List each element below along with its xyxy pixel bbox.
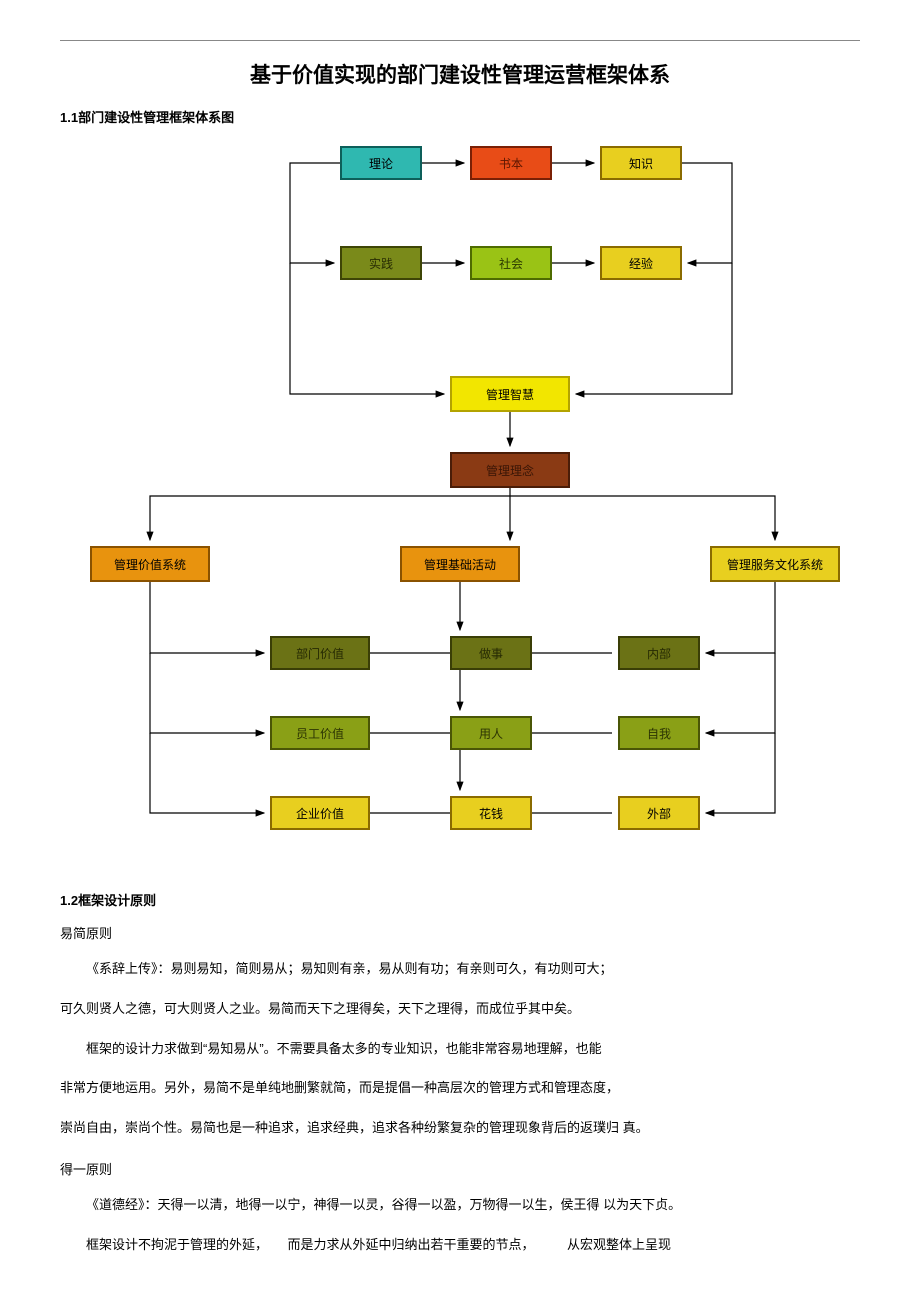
section-2-heading: 1.2框架设计原则 [60, 890, 860, 909]
section-1-heading: 1.1部门建设性管理框架体系图 [60, 107, 860, 126]
flowchart-node-zhihui: 管理智慧 [450, 376, 570, 412]
flowchart-node-shijian: 实践 [340, 246, 422, 280]
body-text: 框架设计不拘泥于管理的外延， 而是力求从外延中归纳出若干重要的节点， 从宏观整体… [60, 1228, 860, 1262]
body-text: 崇尚自由，崇尚个性。易简也是一种追求，追求经典，追求各种纷繁复杂的管理现象背后的… [60, 1111, 860, 1145]
flowchart-node-shehui: 社会 [470, 246, 552, 280]
flowchart-node-jchd: 管理基础活动 [400, 546, 520, 582]
flowchart-node-fwwh: 管理服务文化系统 [710, 546, 840, 582]
flowchart-node-shuben: 书本 [470, 146, 552, 180]
flowchart-node-ygjz: 员工价值 [270, 716, 370, 750]
framework-diagram: 理论 书本 知识实践 社会 经验管理智慧管理理念管理价值系统 管理基础活动 管理服务文化系统… [70, 136, 850, 876]
flowchart-node-jzxt: 管理价值系统 [90, 546, 210, 582]
body-text: 《系辞上传》：易则易知，简则易从；易知则有亲，易从则有功；有亲则可久，有功则可大… [60, 952, 860, 986]
flowchart-node-ziwo: 自我 [618, 716, 700, 750]
flowchart-node-waibu: 外部 [618, 796, 700, 830]
principle-2-heading: 得一原则 [60, 1159, 860, 1178]
flowchart-node-zhishi: 知识 [600, 146, 682, 180]
flowchart-node-huaqian: 花钱 [450, 796, 532, 830]
flowchart-node-qyjz: 企业价值 [270, 796, 370, 830]
principle-1-heading: 易简原则 [60, 923, 860, 942]
page-title: 基于价值实现的部门建设性管理运营框架体系 [60, 59, 860, 89]
flowchart-node-zuoshi: 做事 [450, 636, 532, 670]
top-rule [60, 40, 860, 41]
diagram-edges [70, 136, 850, 876]
body-text: 非常方便地运用。另外，易简不是单纯地删繁就简，而是提倡一种高层次的管理方式和管理… [60, 1071, 860, 1105]
flowchart-node-neibu: 内部 [618, 636, 700, 670]
flowchart-node-linian: 管理理念 [450, 452, 570, 488]
flowchart-node-lilun: 理论 [340, 146, 422, 180]
body-text: 可久则贤人之德，可大则贤人之业。易简而天下之理得矣，天下之理得，而成位乎其中矣。 [60, 992, 860, 1026]
flowchart-node-yongren: 用人 [450, 716, 532, 750]
body-text: 《道德经》：天得一以清，地得一以宁，神得一以灵，谷得一以盈，万物得一以生，侯王得… [60, 1188, 860, 1222]
body-text: 框架的设计力求做到“易知易从”。不需要具备太多的专业知识，也能非常容易地理解，也… [60, 1032, 860, 1066]
flowchart-node-bmjz: 部门价值 [270, 636, 370, 670]
flowchart-node-jingyan: 经验 [600, 246, 682, 280]
